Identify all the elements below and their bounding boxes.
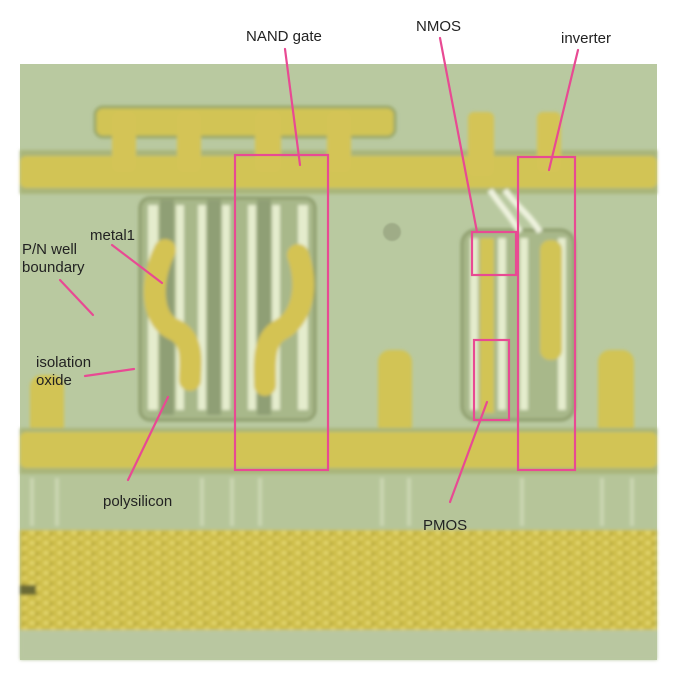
top-stub-6 [537, 112, 561, 172]
label-isolation-oxide: isolation oxide [36, 354, 91, 390]
label-isolation-line2: oxide [36, 372, 72, 389]
label-nand-gate: NAND gate [246, 28, 322, 45]
label-pn-well: P/N well boundary [22, 241, 85, 277]
metal1-leader [110, 243, 164, 285]
nand-gate-leader [283, 47, 302, 167]
polysilicon-leader [126, 395, 170, 482]
pmos-leader [448, 400, 489, 504]
pn-well-leader [58, 278, 95, 317]
top-stub-4 [327, 112, 351, 172]
label-isolation-line1: isolation [36, 354, 92, 371]
label-inverter: inverter [561, 30, 612, 47]
top-strip [95, 107, 395, 137]
label-metal1: metal1 [90, 227, 136, 244]
top-stub-2 [177, 112, 201, 172]
label-pn-well-line1: P/N well [22, 241, 78, 258]
lower-rail-metal [20, 432, 657, 468]
top-stub-1 [112, 112, 136, 172]
leader-lines [58, 36, 580, 504]
metal1-trace-left [143, 239, 202, 391]
post-right [598, 350, 634, 450]
metal1-trace-right [253, 244, 315, 396]
nand-gate-box [233, 153, 330, 472]
inverter-leader [547, 48, 580, 172]
nmos-leader [438, 36, 479, 234]
pmos-box [472, 338, 511, 422]
annotations [233, 153, 577, 472]
bottom-bus-metal [20, 530, 657, 630]
nmos-box [470, 230, 518, 277]
inverter-box [516, 155, 577, 472]
bottom-bus-edge [20, 630, 657, 660]
label-pmos: PMOS [423, 517, 468, 534]
top-strip-outline [93, 105, 397, 139]
post-center [378, 350, 412, 450]
lower-region [20, 474, 657, 532]
top-stub-3 [255, 112, 281, 172]
isolation-leader [83, 367, 136, 378]
label-polysilicon: polysilicon [103, 493, 173, 510]
top-stub-5 [468, 112, 494, 176]
label-nmos: NMOS [416, 18, 461, 35]
label-pn-well-line2: boundary [22, 259, 85, 276]
